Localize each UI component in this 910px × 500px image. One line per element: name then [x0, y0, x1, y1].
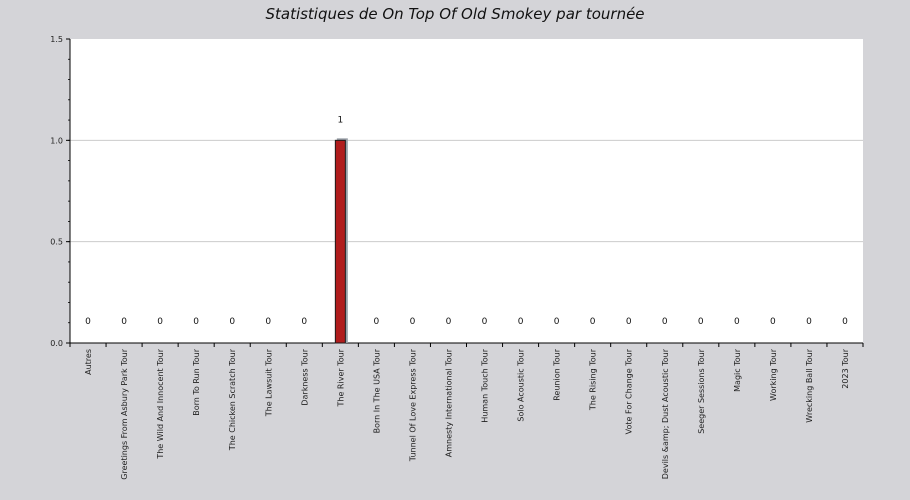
- x-tick-label: Vote For Change Tour: [625, 348, 634, 434]
- data-label: 0: [590, 317, 596, 327]
- data-label: 0: [301, 317, 307, 327]
- y-tick-label: 0.0: [50, 339, 63, 348]
- data-label: 0: [770, 317, 776, 327]
- data-label: 0: [806, 317, 812, 327]
- data-label: 0: [698, 317, 704, 327]
- x-tick-label: Darkness Tour: [300, 348, 309, 405]
- data-label: 0: [554, 317, 560, 327]
- y-tick-label: 1.0: [50, 136, 63, 145]
- x-tick-label: The Lawsuit Tour: [264, 348, 273, 417]
- x-tick-label: 2023 Tour: [841, 348, 850, 388]
- x-tick-label: The Wild And Innocent Tour: [156, 348, 165, 459]
- data-label: 0: [85, 317, 91, 327]
- data-label: 0: [157, 317, 163, 327]
- data-label: 0: [518, 317, 524, 327]
- data-label: 0: [482, 317, 488, 327]
- data-label: 0: [734, 317, 740, 327]
- data-label: 0: [446, 317, 452, 327]
- x-tick-label: Wrecking Ball Tour: [805, 348, 814, 422]
- x-tick-label: Magic Tour: [733, 348, 742, 392]
- data-label: 0: [121, 317, 127, 327]
- data-label: 0: [265, 317, 271, 327]
- plot-area: [70, 39, 863, 343]
- bar: [334, 139, 346, 344]
- x-tick-label: Human Touch Tour: [481, 348, 490, 422]
- x-tick-label: Born To Run Tour: [192, 348, 201, 415]
- x-tick-label: Solo Acoustic Tour: [517, 348, 526, 421]
- y-tick-label: 1.5: [50, 35, 63, 44]
- x-tick-label: Reunion Tour: [553, 348, 562, 400]
- x-tick-label: Tunnel Of Love Express Tour: [408, 348, 417, 462]
- x-tick-label: The River Tour: [336, 348, 345, 407]
- data-label: 0: [842, 317, 848, 327]
- x-tick-label: Working Tour: [769, 348, 778, 401]
- data-label: 0: [229, 317, 235, 327]
- data-label: 1: [337, 115, 343, 125]
- x-tick-label: Born In The USA Tour: [372, 348, 381, 433]
- x-tick-label: Greetings From Asbury Park Tour: [120, 348, 129, 479]
- x-tick-label: Amnesty International Tour: [444, 348, 453, 457]
- data-label: 0: [410, 317, 416, 327]
- x-tick-label: Devils &amp; Dust Acoustic Tour: [661, 348, 670, 479]
- data-label: 0: [626, 317, 632, 327]
- x-tick-label: The Rising Tour: [589, 348, 598, 411]
- y-tick-label: 0.5: [50, 238, 63, 247]
- data-label: 0: [374, 317, 380, 327]
- data-label: 0: [662, 317, 668, 327]
- x-tick-label: Autres: [84, 349, 93, 375]
- chart-title: Statistiques de On Top Of Old Smokey par…: [265, 5, 645, 23]
- data-label: 0: [193, 317, 199, 327]
- x-tick-label: The Chicken Scratch Tour: [228, 348, 237, 451]
- x-tick-label: Seeger Sessions Tour: [697, 348, 706, 433]
